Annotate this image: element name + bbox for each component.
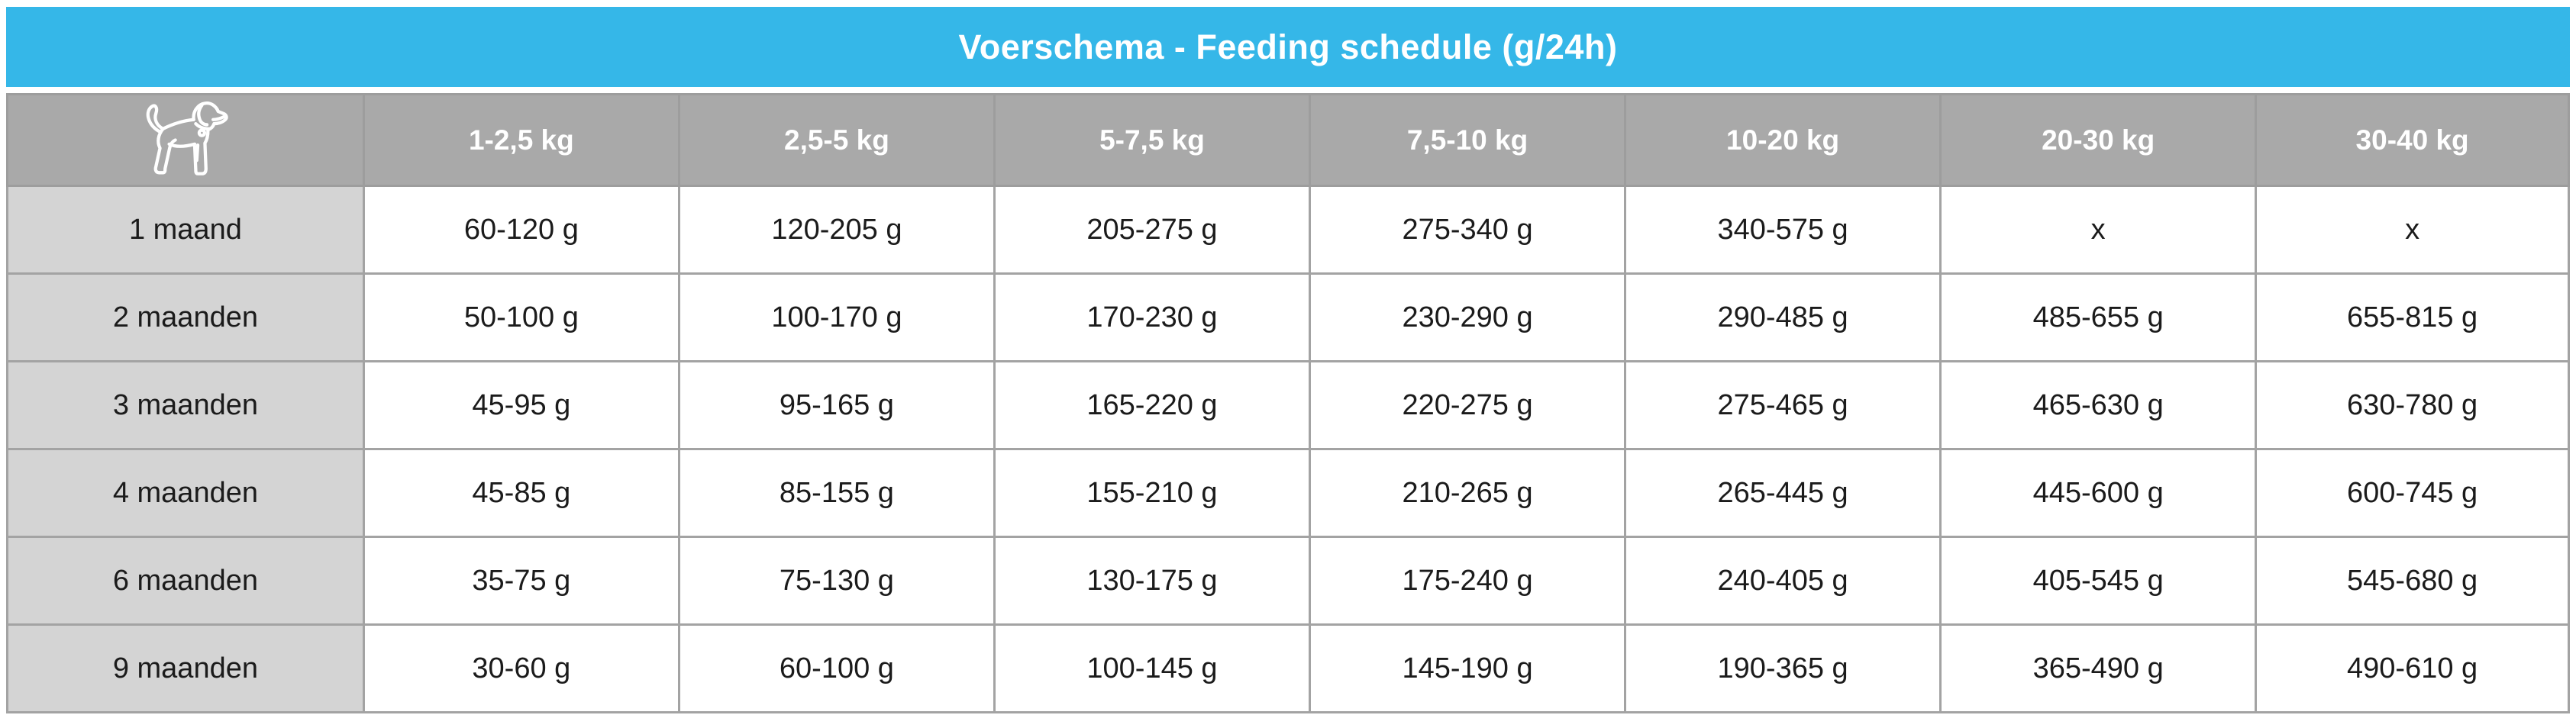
row-label: 4 maanden <box>6 448 365 538</box>
value-cell: 485-655 g <box>1939 272 2258 362</box>
column-header-2: 5-7,5 kg <box>993 93 1312 187</box>
value-cell: 190-365 g <box>1624 623 1942 713</box>
value-cell: 100-170 g <box>677 272 996 362</box>
value-cell: 465-630 g <box>1939 360 2258 450</box>
value-cell: 170-230 g <box>993 272 1312 362</box>
column-header-5: 20-30 kg <box>1939 93 2258 187</box>
dog-icon <box>146 101 228 176</box>
value-cell: 220-275 g <box>1308 360 1627 450</box>
value-cell: 655-815 g <box>2255 272 2570 362</box>
value-cell: 205-275 g <box>993 185 1312 275</box>
value-cell: 100-145 g <box>993 623 1312 713</box>
value-cell: 275-465 g <box>1624 360 1942 450</box>
row-label: 1 maand <box>6 185 365 275</box>
value-cell: 175-240 g <box>1308 536 1627 626</box>
table-row: 3 maanden 45-95 g 95-165 g 165-220 g 220-275… <box>6 360 2570 450</box>
table-row: 2 maanden 50-100 g 100-170 g 170-230 g 230-2… <box>6 272 2570 362</box>
value-cell: 230-290 g <box>1308 272 1627 362</box>
value-cell: 45-95 g <box>362 360 680 450</box>
value-cell: 265-445 g <box>1624 448 1942 538</box>
value-cell: 60-100 g <box>677 623 996 713</box>
column-header-0: 1-2,5 kg <box>362 93 680 187</box>
value-cell: x <box>2255 185 2570 275</box>
table-title: Voerschema - Feeding schedule (g/24h) <box>958 27 1618 66</box>
value-cell: 45-85 g <box>362 448 680 538</box>
value-cell: 290-485 g <box>1624 272 1942 362</box>
value-cell: 145-190 g <box>1308 623 1627 713</box>
value-cell: 545-680 g <box>2255 536 2570 626</box>
row-label: 2 maanden <box>6 272 365 362</box>
table-row: 6 maanden 35-75 g 75-130 g 130-175 g 175-240… <box>6 536 2570 626</box>
value-cell: 95-165 g <box>677 360 996 450</box>
table-row: 4 maanden 45-85 g 85-155 g 155-210 g 210-265… <box>6 448 2570 538</box>
header-row: 1-2,5 kg 2,5-5 kg 5-7,5 kg 7,5-10 kg 10-20 k… <box>6 93 2570 187</box>
value-cell: 155-210 g <box>993 448 1312 538</box>
value-cell: 50-100 g <box>362 272 680 362</box>
value-cell: 60-120 g <box>362 185 680 275</box>
row-label: 6 maanden <box>6 536 365 626</box>
table-row: 1 maand 60-120 g 120-205 g 205-275 g 275-340… <box>6 185 2570 275</box>
value-cell: 35-75 g <box>362 536 680 626</box>
value-cell: 365-490 g <box>1939 623 2258 713</box>
column-header-1: 2,5-5 kg <box>677 93 996 187</box>
value-cell: 445-600 g <box>1939 448 2258 538</box>
column-header-4: 10-20 kg <box>1624 93 1942 187</box>
value-cell: 210-265 g <box>1308 448 1627 538</box>
value-cell: 490-610 g <box>2255 623 2570 713</box>
column-header-3: 7,5-10 kg <box>1308 93 1627 187</box>
corner-cell <box>6 93 365 187</box>
value-cell: 30-60 g <box>362 623 680 713</box>
value-cell: 275-340 g <box>1308 185 1627 275</box>
table-row: 9 maanden 30-60 g 60-100 g 100-145 g 145-190… <box>6 623 2570 713</box>
value-cell: 340-575 g <box>1624 185 1942 275</box>
value-cell: 600-745 g <box>2255 448 2570 538</box>
value-cell: 85-155 g <box>677 448 996 538</box>
row-label: 3 maanden <box>6 360 365 450</box>
value-cell: 120-205 g <box>677 185 996 275</box>
column-header-6: 30-40 kg <box>2255 93 2570 187</box>
title-banner: Voerschema - Feeding schedule (g/24h) <box>6 7 2570 87</box>
row-label: 9 maanden <box>6 623 365 713</box>
feeding-schedule-table: 1-2,5 kg 2,5-5 kg 5-7,5 kg 7,5-10 kg 10-20 k… <box>6 93 2570 713</box>
value-cell: x <box>1939 185 2258 275</box>
value-cell: 405-545 g <box>1939 536 2258 626</box>
value-cell: 165-220 g <box>993 360 1312 450</box>
value-cell: 240-405 g <box>1624 536 1942 626</box>
value-cell: 630-780 g <box>2255 360 2570 450</box>
value-cell: 130-175 g <box>993 536 1312 626</box>
value-cell: 75-130 g <box>677 536 996 626</box>
